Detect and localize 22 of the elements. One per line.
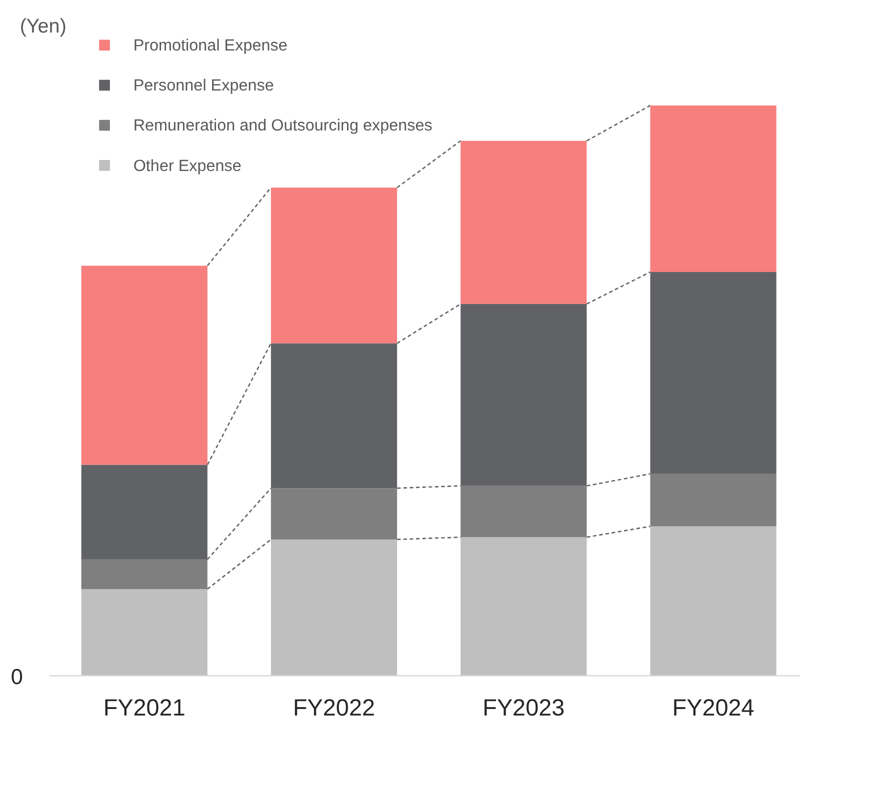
bar [460,140,587,304]
bar [270,188,398,344]
bar [81,266,208,465]
legend-label: Personnel Expense [133,76,274,95]
x-tick-label: FY2023 [482,694,565,720]
bar [81,559,208,590]
bar [460,537,587,676]
x-tick-label: FY2021 [103,694,186,720]
legend-label: Remuneration and Outsourcing expenses [133,116,432,135]
x-tick-label: FY2022 [293,694,375,720]
bar [460,486,587,538]
x-tick-label: FY2024 [672,694,754,720]
text: 0 [10,664,23,689]
bar [650,526,776,676]
bar [81,589,208,676]
bar [650,105,776,272]
bar [270,539,398,676]
bar [270,488,398,540]
legend-label: Other Expense [133,156,242,175]
legend-label: Promotional Expense [133,36,288,55]
y-axis-title: (Yen) [20,16,66,38]
bar [650,474,776,526]
